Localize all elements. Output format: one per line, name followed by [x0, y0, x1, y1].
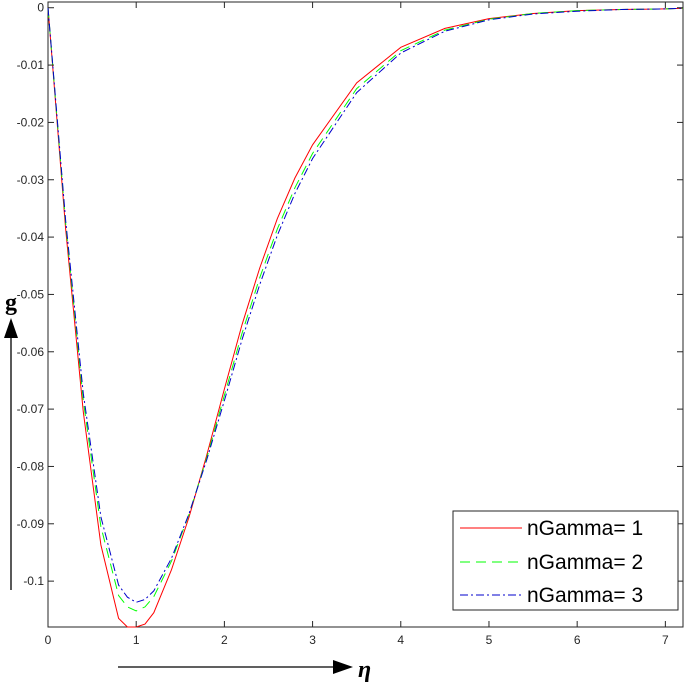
y-tick-label: -0.1 [23, 574, 44, 588]
tick-layer: 0 1 2 3 4 5 6 7 0 -0.01 -0.02 -0.03 -0.04 -0.05 -0.06 -… [17, 1, 683, 647]
y-tick-label: -0.07 [17, 402, 45, 416]
x-axis-arrow-head [333, 660, 353, 674]
x-tick-label: 2 [221, 633, 228, 647]
x-tick-label: 6 [574, 633, 581, 647]
x-tick-label: 1 [133, 633, 140, 647]
y-tick-label: -0.04 [17, 230, 45, 244]
legend: nGamma= 1 nGamma= 2 nGamma= 3 [452, 510, 679, 611]
y-tick-label: -0.03 [17, 173, 45, 187]
x-tick-label: 5 [486, 633, 493, 647]
y-tick-label: -0.05 [17, 287, 45, 301]
y-axis-annotation: g [4, 290, 18, 590]
x-tick-label: 7 [662, 633, 669, 647]
legend-label-3: nGamma= 3 [527, 584, 643, 607]
y-tick-label: -0.01 [17, 58, 45, 72]
series-line-3 [47, 7, 684, 603]
y-tick-label: -0.02 [17, 115, 45, 129]
series-line-1 [47, 7, 684, 628]
series-line-2 [47, 7, 684, 612]
x-axis-annotation: η [118, 657, 371, 683]
y-tick-label: -0.06 [17, 345, 45, 359]
x-tick-label: 3 [309, 633, 316, 647]
legend-label-1: nGamma= 1 [527, 517, 643, 540]
x-axis-label: η [358, 657, 371, 683]
y-axis-label: g [5, 290, 17, 316]
y-tick-label: -0.08 [17, 459, 45, 473]
y-tick-label: -0.09 [17, 517, 45, 531]
legend-label-2: nGamma= 2 [527, 551, 643, 574]
y-tick-label: 0 [37, 1, 44, 15]
x-tick-label: 0 [45, 633, 52, 647]
x-tick-label: 4 [397, 633, 404, 647]
series-layer [47, 7, 684, 628]
y-axis-arrow-head [4, 318, 18, 338]
